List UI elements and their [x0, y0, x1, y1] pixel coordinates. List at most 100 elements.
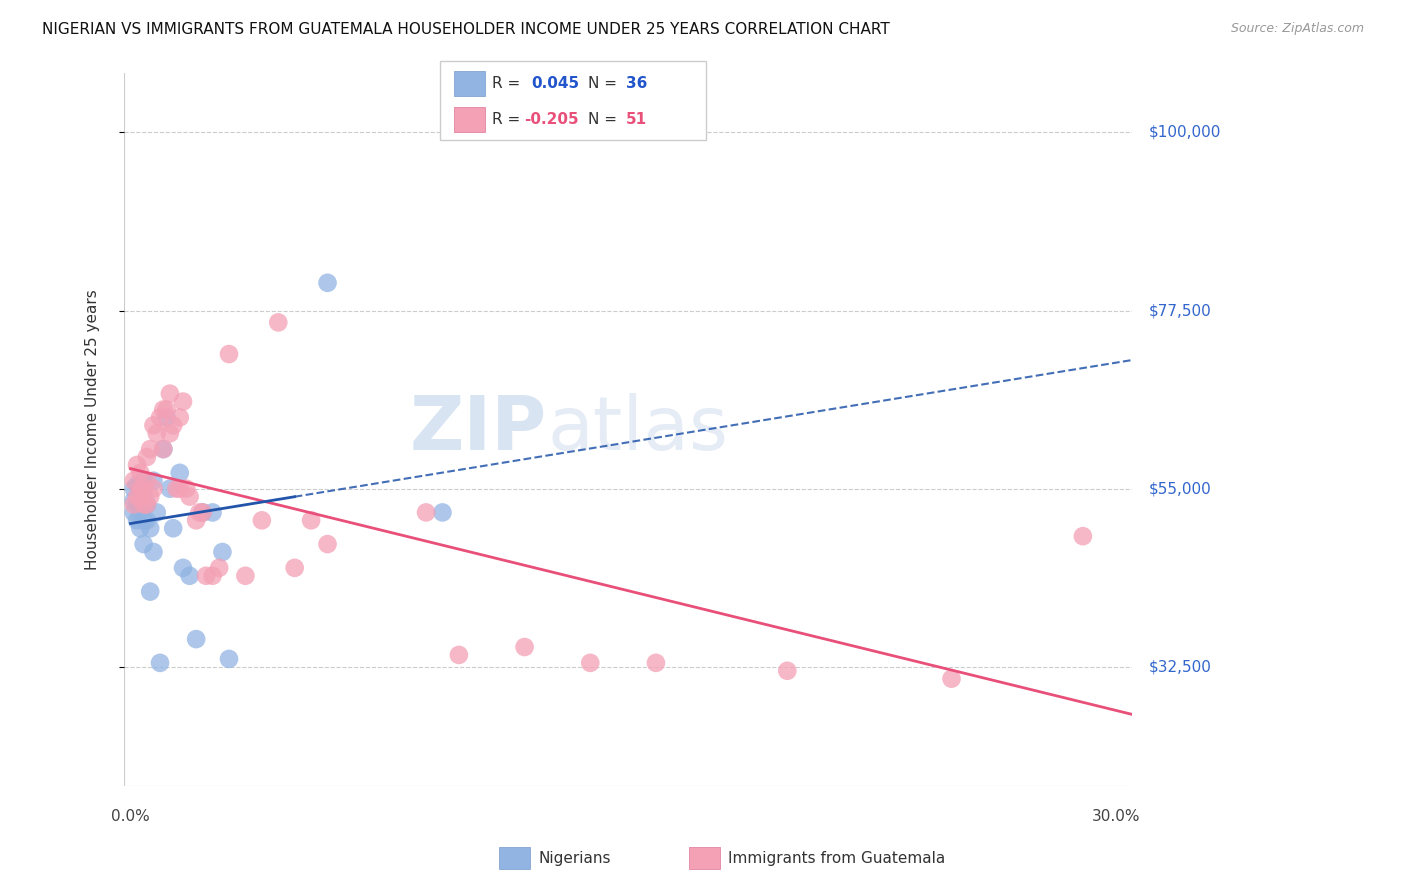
Point	[132, 482, 155, 496]
Point	[179, 490, 201, 504]
Point	[159, 482, 181, 496]
Point	[145, 505, 167, 519]
Point	[125, 498, 148, 512]
Point	[513, 640, 536, 654]
Text: 0.0%: 0.0%	[111, 809, 150, 824]
Point	[316, 537, 339, 551]
Point	[447, 648, 470, 662]
Point	[152, 442, 174, 456]
Point	[129, 521, 152, 535]
Text: NIGERIAN VS IMMIGRANTS FROM GUATEMALA HOUSEHOLDER INCOME UNDER 25 YEARS CORRELAT: NIGERIAN VS IMMIGRANTS FROM GUATEMALA HO…	[42, 22, 890, 37]
Point	[211, 545, 233, 559]
Point	[299, 513, 322, 527]
Point	[152, 402, 174, 417]
Point	[135, 498, 157, 512]
Point	[432, 505, 454, 519]
Point	[235, 568, 257, 582]
Point	[132, 498, 155, 512]
Text: N =: N =	[588, 76, 621, 91]
Point	[579, 656, 602, 670]
Point	[186, 513, 208, 527]
Point	[139, 490, 162, 504]
Point	[129, 482, 152, 496]
Point	[162, 521, 184, 535]
Point	[188, 505, 211, 519]
Point	[122, 493, 145, 508]
Point	[135, 513, 157, 527]
Y-axis label: Householder Income Under 25 years: Householder Income Under 25 years	[86, 289, 100, 570]
Point	[159, 426, 181, 441]
Point	[129, 466, 152, 480]
Point	[129, 490, 152, 504]
Point	[132, 537, 155, 551]
Text: R =: R =	[492, 112, 526, 127]
Point	[645, 656, 668, 670]
Point	[125, 490, 148, 504]
Point	[776, 664, 799, 678]
Text: 36: 36	[626, 76, 647, 91]
Text: R =: R =	[492, 76, 526, 91]
Point	[135, 450, 157, 464]
Text: 51: 51	[626, 112, 647, 127]
Point	[129, 490, 152, 504]
Point	[149, 410, 172, 425]
Point	[155, 410, 177, 425]
Point	[218, 347, 240, 361]
Point	[201, 568, 224, 582]
Point	[169, 410, 191, 425]
Point	[132, 490, 155, 504]
Point	[129, 477, 152, 491]
Point	[316, 276, 339, 290]
Point	[1071, 529, 1094, 543]
Point	[122, 505, 145, 519]
Text: ZIP: ZIP	[411, 392, 547, 466]
Point	[125, 513, 148, 527]
Text: atlas: atlas	[547, 392, 728, 466]
Point	[155, 402, 177, 417]
Point	[191, 505, 214, 519]
Text: $55,000: $55,000	[1149, 481, 1212, 496]
Text: 0.045: 0.045	[531, 76, 579, 91]
Point	[152, 442, 174, 456]
Point	[142, 418, 165, 433]
Point	[142, 482, 165, 496]
Point	[162, 418, 184, 433]
Text: 30.0%: 30.0%	[1091, 809, 1140, 824]
Text: -0.205: -0.205	[524, 112, 579, 127]
Point	[139, 584, 162, 599]
Point	[195, 568, 218, 582]
Point	[122, 498, 145, 512]
Point	[176, 482, 198, 496]
Point	[218, 652, 240, 666]
Text: Source: ZipAtlas.com: Source: ZipAtlas.com	[1230, 22, 1364, 36]
Text: Nigerians: Nigerians	[538, 851, 612, 865]
Point	[125, 477, 148, 491]
Point	[135, 498, 157, 512]
Point	[129, 505, 152, 519]
Point	[135, 474, 157, 488]
Text: N =: N =	[588, 112, 621, 127]
Point	[142, 545, 165, 559]
Point	[941, 672, 963, 686]
Point	[179, 568, 201, 582]
Text: $77,500: $77,500	[1149, 303, 1212, 318]
Point	[159, 386, 181, 401]
Point	[284, 561, 307, 575]
Text: $32,500: $32,500	[1149, 659, 1212, 674]
Point	[415, 505, 437, 519]
Point	[191, 505, 214, 519]
Point	[172, 561, 194, 575]
Point	[125, 458, 148, 472]
Point	[132, 474, 155, 488]
Point	[139, 442, 162, 456]
Point	[208, 561, 231, 575]
Point	[145, 426, 167, 441]
Point	[132, 513, 155, 527]
Point	[142, 474, 165, 488]
Point	[267, 315, 290, 329]
Text: $100,000: $100,000	[1149, 125, 1220, 140]
Point	[250, 513, 273, 527]
Point	[172, 394, 194, 409]
Point	[139, 521, 162, 535]
Text: Immigrants from Guatemala: Immigrants from Guatemala	[728, 851, 946, 865]
